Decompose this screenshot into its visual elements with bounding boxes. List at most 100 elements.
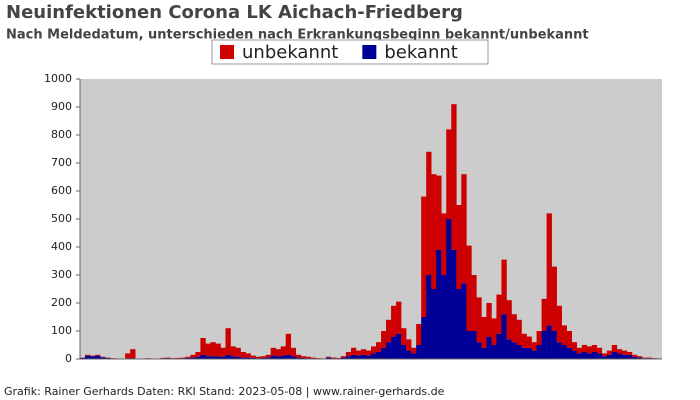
legend-label: bekannt bbox=[384, 42, 458, 63]
bar-segment bbox=[190, 354, 196, 358]
bar-segment bbox=[295, 357, 302, 359]
bar-segment bbox=[371, 346, 377, 354]
legend-box bbox=[211, 39, 489, 65]
bar-segment bbox=[315, 358, 322, 359]
bar-segment bbox=[436, 175, 442, 250]
bar-segment bbox=[260, 357, 266, 359]
bar-segment bbox=[461, 283, 467, 359]
bar-segment bbox=[270, 355, 276, 359]
bar-segment bbox=[275, 349, 281, 357]
bar-segment bbox=[90, 355, 96, 357]
legend-swatch bbox=[362, 45, 377, 59]
bar-segment bbox=[210, 342, 216, 357]
y-tick-label: 1000 bbox=[44, 72, 72, 85]
bar-segment bbox=[345, 356, 352, 359]
bar-segment bbox=[516, 319, 522, 345]
bar-segment bbox=[335, 357, 342, 359]
bar-segment bbox=[265, 354, 271, 358]
bar-segment bbox=[416, 324, 422, 345]
bar-segment bbox=[95, 354, 101, 356]
bar-segment bbox=[210, 356, 216, 359]
bar-segment bbox=[340, 356, 347, 358]
bar-segment bbox=[371, 353, 377, 359]
bar-segment bbox=[491, 318, 497, 345]
bar-segment bbox=[631, 356, 638, 359]
bar-segment bbox=[300, 356, 307, 358]
bar-segment bbox=[501, 259, 507, 315]
bar-segment bbox=[200, 338, 206, 355]
bar-segment bbox=[391, 305, 397, 337]
bar-segment bbox=[576, 347, 583, 354]
bar-segment bbox=[240, 352, 246, 358]
bar-segment bbox=[190, 357, 196, 359]
bar-segment bbox=[621, 354, 628, 359]
bar-segment bbox=[426, 151, 432, 275]
bar-segment bbox=[245, 353, 251, 358]
bar-segment bbox=[235, 347, 241, 357]
bar-segment bbox=[195, 356, 201, 359]
bar-segment bbox=[446, 219, 452, 359]
bar-segment bbox=[376, 352, 382, 359]
bar-segment bbox=[516, 345, 522, 359]
bar-segment bbox=[185, 357, 191, 359]
bar-segment bbox=[451, 104, 457, 250]
bar-segment bbox=[365, 350, 372, 356]
bar-segment bbox=[360, 349, 367, 355]
bar-segment bbox=[556, 305, 562, 343]
bar-segment bbox=[350, 354, 357, 359]
bar-segment bbox=[230, 346, 236, 357]
bar-segment bbox=[431, 174, 437, 289]
bar-segment bbox=[160, 357, 166, 359]
bar-segment bbox=[180, 357, 186, 359]
bar-segment bbox=[95, 355, 101, 359]
plot-area bbox=[80, 79, 662, 359]
bar-segment bbox=[305, 356, 312, 359]
bar-segment bbox=[541, 298, 547, 331]
bar-segment bbox=[506, 339, 512, 359]
y-tick-label: 100 bbox=[51, 324, 72, 337]
bar-segment bbox=[556, 342, 562, 359]
bar-segment bbox=[571, 350, 578, 359]
bar-segment bbox=[606, 354, 613, 359]
bar-segment bbox=[531, 342, 537, 351]
bar-segment bbox=[275, 356, 281, 359]
bar-segment bbox=[536, 331, 542, 345]
bar-segment bbox=[290, 356, 297, 359]
bar-segment bbox=[406, 339, 412, 351]
y-tick-label: 300 bbox=[51, 268, 72, 281]
bar-segment bbox=[431, 289, 437, 359]
bar-segment bbox=[451, 249, 457, 359]
bar-segment bbox=[295, 354, 302, 358]
bar-segment bbox=[396, 333, 402, 359]
bar-segment bbox=[536, 345, 542, 359]
bar-segment bbox=[411, 353, 417, 359]
bar-segment bbox=[130, 349, 136, 359]
bar-segment bbox=[340, 357, 347, 359]
bar-segment bbox=[100, 357, 106, 359]
bar-segment bbox=[401, 345, 407, 359]
bar-segment bbox=[270, 347, 276, 356]
bar-segment bbox=[205, 343, 211, 357]
bar-segment bbox=[546, 325, 552, 359]
bar-segment bbox=[401, 328, 407, 345]
bar-segment bbox=[576, 353, 583, 359]
bar-segment bbox=[205, 356, 211, 359]
bar-segment bbox=[541, 331, 547, 359]
bar-segment bbox=[646, 357, 653, 359]
y-tick-label: 0 bbox=[65, 352, 72, 365]
bar-segment bbox=[421, 317, 427, 359]
bar-segment bbox=[626, 352, 633, 355]
bar-segment bbox=[80, 357, 86, 359]
bar-segment bbox=[596, 347, 603, 354]
bar-segment bbox=[511, 314, 517, 343]
bar-segment bbox=[330, 357, 337, 359]
bar-segment bbox=[521, 347, 527, 359]
bar-segment bbox=[300, 357, 307, 359]
bar-segment bbox=[396, 301, 402, 334]
bar-segment bbox=[476, 342, 482, 359]
bar-segment bbox=[636, 357, 643, 359]
y-tick-label: 800 bbox=[51, 128, 72, 141]
bar-segment bbox=[360, 354, 367, 359]
bar-segment bbox=[350, 347, 357, 355]
